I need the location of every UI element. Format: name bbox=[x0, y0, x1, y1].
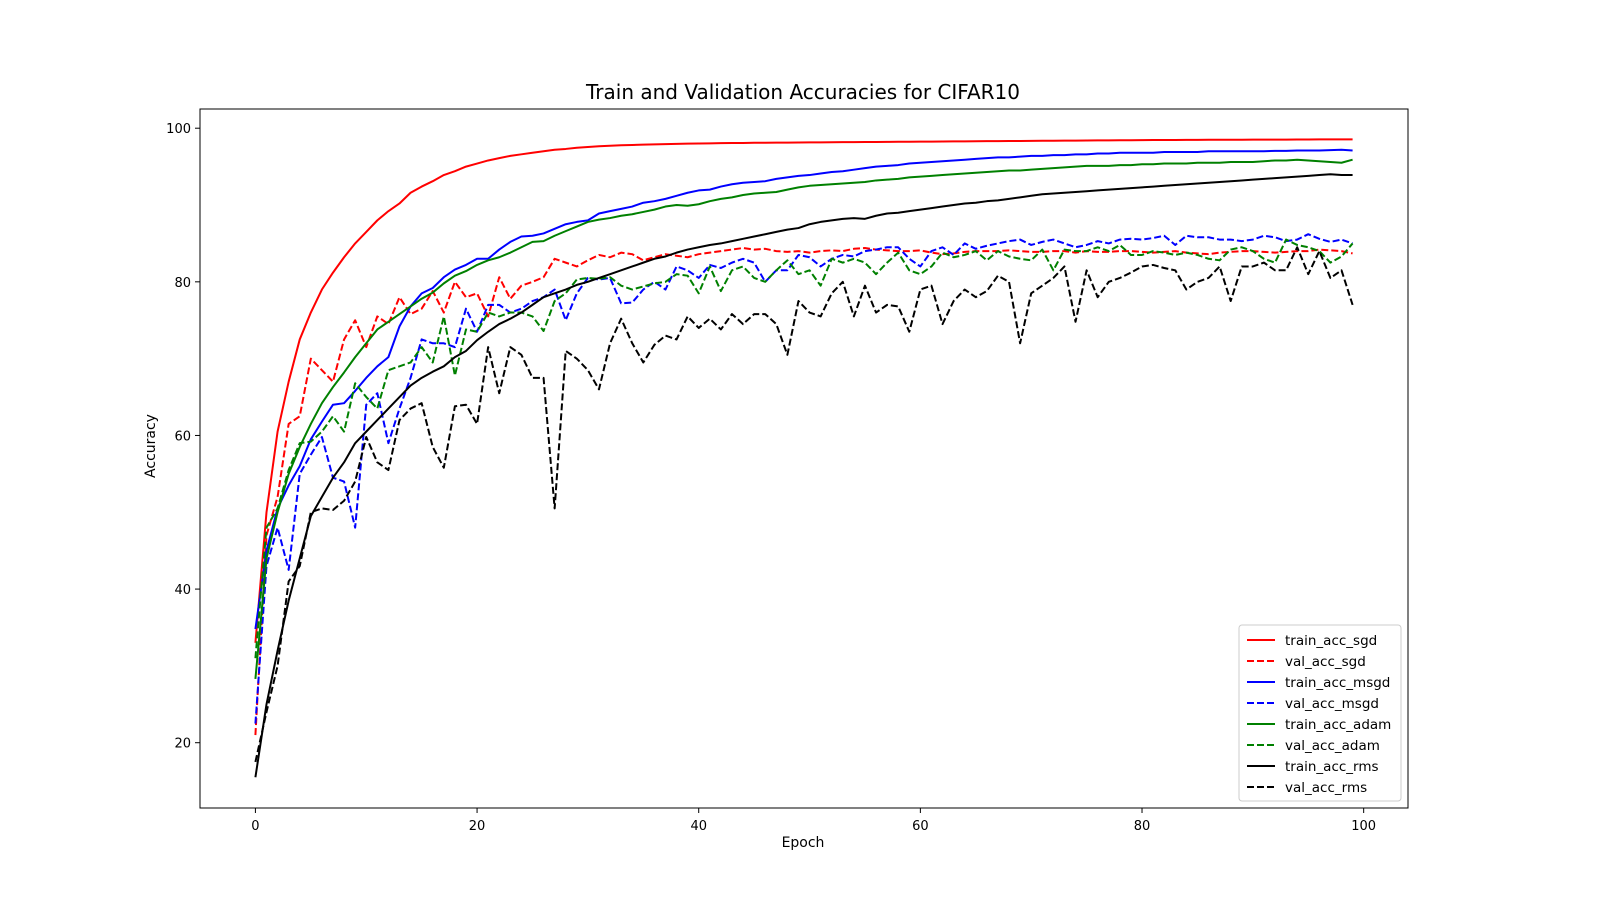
legend-label: train_acc_sgd bbox=[1285, 633, 1377, 649]
legend-label: train_acc_msgd bbox=[1285, 675, 1390, 691]
plot-area bbox=[254, 138, 1354, 778]
legend-box bbox=[1238, 624, 1402, 802]
legend-label: val_acc_adam bbox=[1285, 738, 1380, 754]
legend-label: train_acc_adam bbox=[1285, 717, 1391, 733]
y-tick-label: 60 bbox=[174, 429, 191, 444]
series-line-train_acc_sgd bbox=[254, 138, 1353, 643]
y-tick-label: 40 bbox=[174, 583, 191, 598]
x-tick-label: 80 bbox=[1134, 819, 1151, 834]
legend-label: val_acc_sgd bbox=[1285, 654, 1366, 670]
x-tick-label: 20 bbox=[469, 819, 486, 834]
series-line-train_acc_adam bbox=[254, 158, 1353, 680]
legend: train_acc_sgd val_acc_sgd train_acc_msgdva… bbox=[1238, 624, 1402, 802]
y-tick-label: 20 bbox=[174, 737, 191, 752]
plot-frame bbox=[199, 108, 1409, 809]
chart-title: Train and Validation Accuracies for CIFA… bbox=[585, 80, 1020, 104]
y-tick-label: 80 bbox=[174, 276, 191, 291]
x-tick-label: 40 bbox=[690, 819, 707, 834]
x-tick-label: 100 bbox=[1351, 819, 1376, 834]
series-line-train_acc_rms bbox=[254, 173, 1353, 778]
legend-label: val_acc_rms bbox=[1285, 780, 1367, 796]
x-axis-label: Epoch bbox=[782, 835, 825, 851]
y-axis: 20 40 60 80 100 bbox=[166, 122, 200, 752]
legend-label: train_acc_rms bbox=[1285, 759, 1379, 775]
legend-label: val_acc_msgd bbox=[1285, 696, 1379, 712]
series-line-val_acc_msgd bbox=[254, 233, 1353, 724]
series-line-val_acc_rms bbox=[254, 246, 1354, 763]
series-line-val_acc_adam bbox=[254, 238, 1354, 659]
y-axis-label: Accuracy bbox=[143, 414, 159, 478]
x-tick-label: 0 bbox=[251, 819, 259, 834]
x-tick-label: 60 bbox=[912, 819, 929, 834]
series-line-train_acc_msgd bbox=[254, 148, 1353, 630]
x-axis: 0 20 40 60 80 100 bbox=[251, 808, 1376, 834]
y-tick-label: 100 bbox=[166, 122, 191, 137]
series-line-val_acc_sgd bbox=[254, 247, 1353, 736]
